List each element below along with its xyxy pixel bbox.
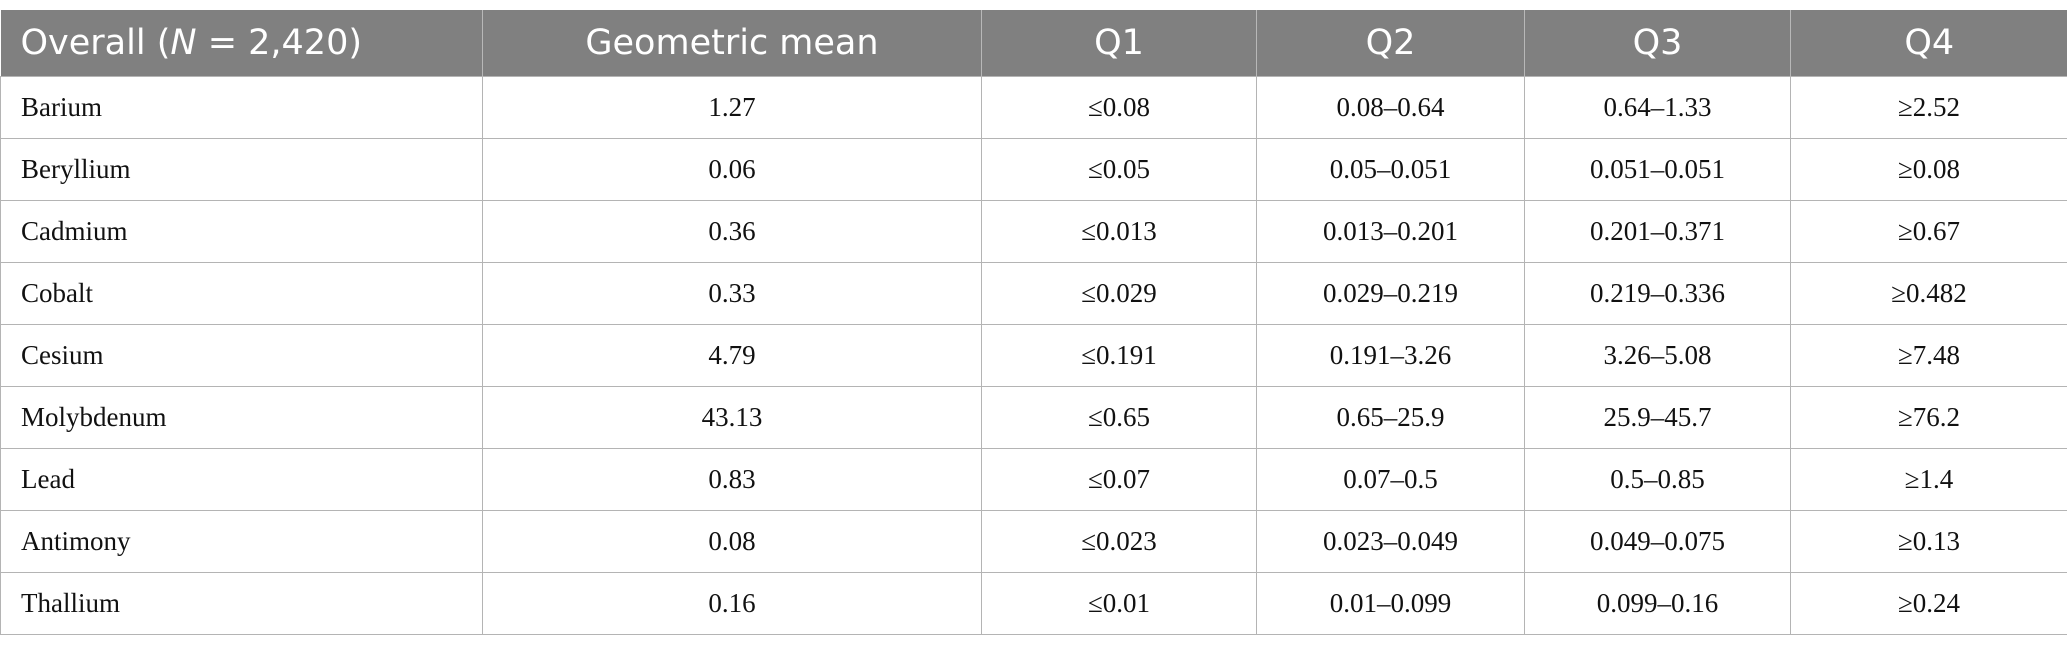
table-cell: 0.06 <box>482 138 982 201</box>
table-row: Thallium 0.16 ≤0.01 0.01–0.099 0.099–0.16 ≥0.… <box>0 572 2067 635</box>
table-cell: 0.191–3.26 <box>1256 324 1525 387</box>
header-row: Overall (N = 2,420) Geometric mean Q1 Q2 Q3… <box>0 10 2067 77</box>
table-cell: ≤0.08 <box>981 76 1257 139</box>
header-text: N <box>170 23 197 63</box>
table-cell: ≤0.01 <box>981 572 1257 635</box>
table-cell: ≤0.023 <box>981 510 1257 573</box>
table-cell: 0.64–1.33 <box>1524 76 1791 139</box>
table-cell: 0.013–0.201 <box>1256 200 1525 263</box>
table-cell: 4.79 <box>482 324 982 387</box>
header-text: Overall ( <box>20 23 171 63</box>
table-row: Antimony 0.08 ≤0.023 0.023–0.049 0.049–0.075… <box>0 510 2067 573</box>
header-cell: Q4 <box>1790 10 2067 77</box>
table-cell: 0.08–0.64 <box>1256 76 1525 139</box>
table-cell: Molybdenum <box>0 386 483 449</box>
table-cell: ≤0.191 <box>981 324 1257 387</box>
table-cell: ≥0.67 <box>1790 200 2067 263</box>
table-cell: 0.05–0.051 <box>1256 138 1525 201</box>
table-cell: 0.08 <box>482 510 982 573</box>
table-cell: 0.051–0.051 <box>1524 138 1791 201</box>
table-cell: Cadmium <box>0 200 483 263</box>
header-cell: Overall (N = 2,420) <box>0 10 483 77</box>
table-row: Cadmium 0.36 ≤0.013 0.013–0.201 0.201–0.371 ≥… <box>0 200 2067 263</box>
data-table: Overall (N = 2,420) Geometric mean Q1 Q2 Q3… <box>0 10 2067 635</box>
table-row: Cesium 4.79 ≤0.191 0.191–3.26 3.26–5.08 ≥7.48 <box>0 324 2067 387</box>
table-cell: ≤0.07 <box>981 448 1257 511</box>
table-row: Lead 0.83 ≤0.07 0.07–0.5 0.5–0.85 ≥1.4 <box>0 448 2067 511</box>
header-cell: Geometric mean <box>482 10 982 77</box>
header-cell: Q2 <box>1256 10 1525 77</box>
table-cell: ≥0.13 <box>1790 510 2067 573</box>
table-cell: ≥2.52 <box>1790 76 2067 139</box>
table-cell: ≤0.029 <box>981 262 1257 325</box>
table-cell: 1.27 <box>482 76 982 139</box>
table-row: Cobalt 0.33 ≤0.029 0.029–0.219 0.219–0.336 ≥0… <box>0 262 2067 325</box>
table-cell: 0.201–0.371 <box>1524 200 1791 263</box>
table-cell: ≥0.08 <box>1790 138 2067 201</box>
table-cell: Beryllium <box>0 138 483 201</box>
table-cell: ≥76.2 <box>1790 386 2067 449</box>
table-cell: ≥0.24 <box>1790 572 2067 635</box>
table-cell: 0.023–0.049 <box>1256 510 1525 573</box>
table-cell: 43.13 <box>482 386 982 449</box>
table-cell: Lead <box>0 448 483 511</box>
table-cell: 25.9–45.7 <box>1524 386 1791 449</box>
table-row: Beryllium 0.06 ≤0.05 0.05–0.051 0.051–0.051 ≥… <box>0 138 2067 201</box>
table-cell: Antimony <box>0 510 483 573</box>
table-cell: ≥7.48 <box>1790 324 2067 387</box>
table-cell: 0.07–0.5 <box>1256 448 1525 511</box>
table-cell: Cesium <box>0 324 483 387</box>
table-cell: 0.01–0.099 <box>1256 572 1525 635</box>
table-row: Barium 1.27 ≤0.08 0.08–0.64 0.64–1.33 ≥2.52 <box>0 76 2067 139</box>
table-cell: 0.219–0.336 <box>1524 262 1791 325</box>
table-cell: Cobalt <box>0 262 483 325</box>
table-cell: Thallium <box>0 572 483 635</box>
table-cell: 0.65–25.9 <box>1256 386 1525 449</box>
table-cell: 0.36 <box>482 200 982 263</box>
table-cell: 0.5–0.85 <box>1524 448 1791 511</box>
table-cell: ≤0.05 <box>981 138 1257 201</box>
table-cell: ≥0.482 <box>1790 262 2067 325</box>
header-cell: Q3 <box>1524 10 1791 77</box>
table-row: Molybdenum 43.13 ≤0.65 0.65–25.9 25.9–45.7 ≥7… <box>0 386 2067 449</box>
table-cell: 0.029–0.219 <box>1256 262 1525 325</box>
table-cell: ≤0.65 <box>981 386 1257 449</box>
table-body: Barium 1.27 ≤0.08 0.08–0.64 0.64–1.33 ≥2.52 Be… <box>0 76 2067 635</box>
table-cell: 0.33 <box>482 262 982 325</box>
table-cell: 0.099–0.16 <box>1524 572 1791 635</box>
table-cell: 0.16 <box>482 572 982 635</box>
table-cell: ≥1.4 <box>1790 448 2067 511</box>
table-cell: 3.26–5.08 <box>1524 324 1791 387</box>
table-cell: 0.83 <box>482 448 982 511</box>
header-text: = 2,420) <box>196 23 362 63</box>
table-cell: ≤0.013 <box>981 200 1257 263</box>
table-cell: 0.049–0.075 <box>1524 510 1791 573</box>
header-cell: Q1 <box>981 10 1257 77</box>
table-cell: Barium <box>0 76 483 139</box>
